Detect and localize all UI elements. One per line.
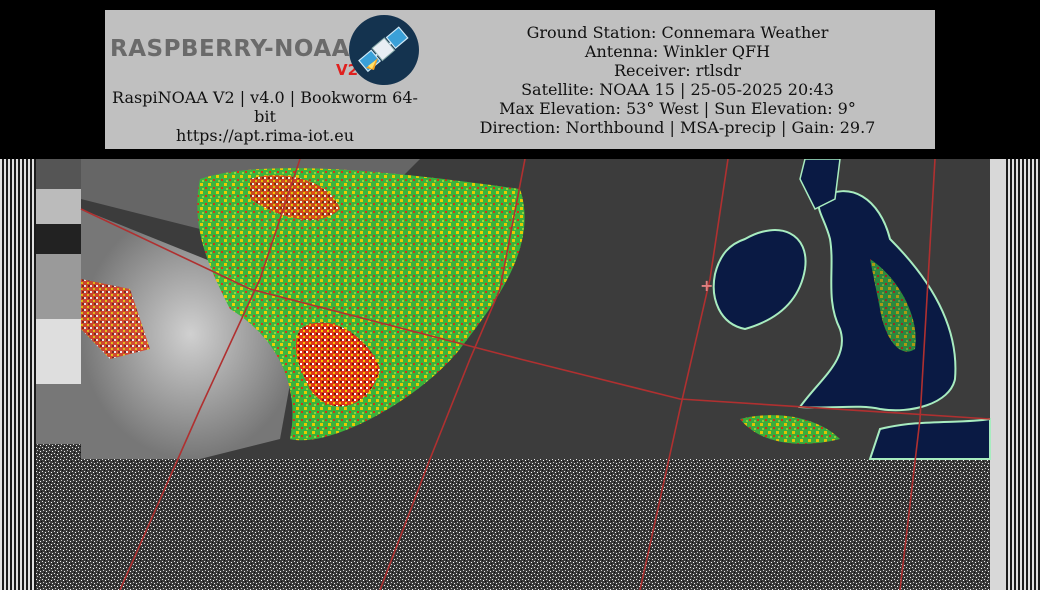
svg-text:+: + [700, 276, 713, 295]
lat-long-grid [80, 159, 991, 590]
satellite-icon [349, 15, 419, 85]
ireland-uk-landmass [712, 159, 991, 460]
sync-strip-right [1006, 159, 1040, 590]
app-version-line: RaspiNOAA V2 | v4.0 | Bookworm 64- [112, 88, 418, 107]
satellite-image: + [0, 159, 1040, 590]
pass-info: Ground Station: Connemara Weather Antenn… [450, 23, 905, 137]
ground-station: Ground Station: Connemara Weather [526, 23, 829, 42]
station-url: https://apt.rima-iot.eu [175, 126, 354, 145]
header-banner: RASPBERRY-NOAA V2 RaspiNOAA V2 | v4.0 | … [105, 10, 935, 149]
telemetry-wedges-left [36, 159, 81, 590]
logo-version: V2 [336, 61, 359, 79]
direction-info: Direction: Northbound | MSA-precip | Gai… [479, 118, 876, 137]
satellite-image-canvas: + [0, 159, 1040, 590]
logo-text: RASPBERRY-NOAA [110, 36, 350, 62]
app-branding: RASPBERRY-NOAA V2 RaspiNOAA V2 | v4.0 | … [105, 10, 425, 149]
signal-noise-band [81, 459, 990, 590]
satellite-pass: Satellite: NOAA 15 | 25-05-2025 20:43 [521, 80, 834, 99]
elevation-info: Max Elevation: 53° West | Sun Elevation:… [499, 99, 856, 118]
heavy-precipitation [295, 322, 380, 407]
sync-strip-left [0, 159, 36, 590]
telemetry-strip-right [990, 159, 1006, 590]
receiver: Receiver: rtlsdr [614, 61, 741, 80]
antenna: Antenna: Winkler QFH [584, 42, 771, 61]
app-version-line-wrap: bit [254, 107, 276, 126]
